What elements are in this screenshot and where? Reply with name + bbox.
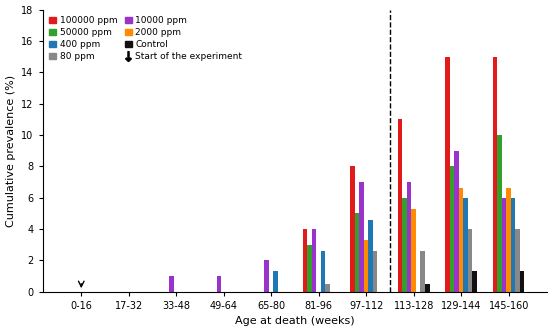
X-axis label: Age at death (weeks): Age at death (weeks) (235, 316, 355, 326)
Bar (455, 151, 459, 292)
Bar (450, 166, 455, 292)
Bar (445, 57, 450, 292)
Bar (511, 198, 515, 292)
Bar (398, 119, 403, 292)
Bar (468, 229, 472, 292)
Bar (355, 213, 359, 292)
Bar (420, 251, 425, 292)
Bar (368, 220, 373, 292)
Legend: 100000 ppm, 50000 ppm, 400 ppm, 80 ppm, 10000 ppm, 2000 ppm, Control, Start of t: 100000 ppm, 50000 ppm, 400 ppm, 80 ppm, … (47, 14, 244, 63)
Bar (425, 284, 430, 292)
Bar (217, 276, 222, 292)
Bar (411, 209, 416, 292)
Bar (274, 272, 278, 292)
Bar (497, 135, 502, 292)
Bar (373, 251, 378, 292)
Bar (312, 229, 316, 292)
Bar (326, 284, 330, 292)
Bar (403, 198, 407, 292)
Bar (351, 166, 355, 292)
Bar (463, 198, 468, 292)
Bar (472, 272, 477, 292)
Bar (303, 229, 307, 292)
Bar (307, 245, 312, 292)
Bar (493, 57, 497, 292)
Bar (515, 229, 520, 292)
Bar (359, 182, 364, 292)
Bar (507, 188, 511, 292)
Bar (459, 188, 463, 292)
Bar (321, 251, 326, 292)
Y-axis label: Cumulative prevalence (%): Cumulative prevalence (%) (6, 75, 15, 227)
Bar (264, 261, 269, 292)
Bar (169, 276, 174, 292)
Bar (520, 272, 524, 292)
Bar (502, 198, 507, 292)
Bar (364, 240, 368, 292)
Bar (407, 182, 411, 292)
